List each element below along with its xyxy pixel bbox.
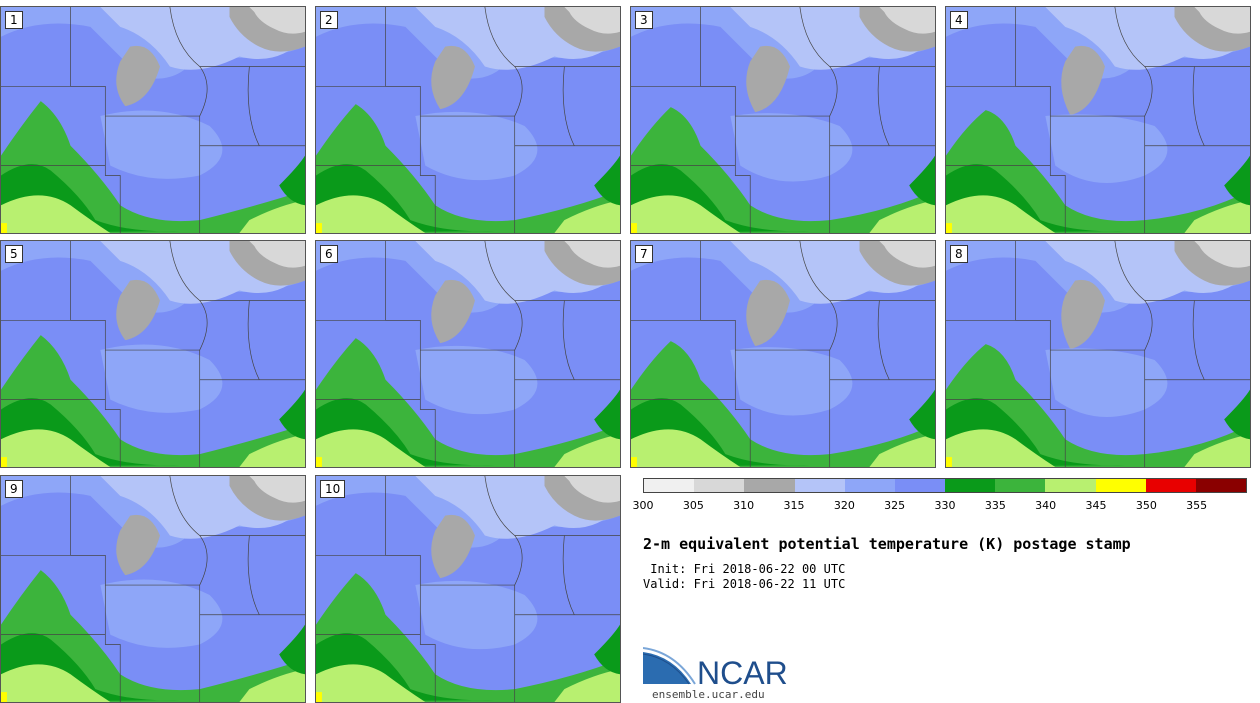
map-panel-6: 6	[315, 240, 621, 468]
theta-e-map	[946, 7, 1250, 233]
colorbar-swatch-1	[694, 479, 745, 492]
map-panel-3: 3	[630, 6, 936, 234]
member-number: 1	[5, 11, 23, 29]
map-panel-7: 7	[630, 240, 936, 468]
colorbar-swatch-3	[794, 479, 845, 492]
colorbar-tick-label: 315	[783, 499, 805, 512]
member-number: 3	[635, 11, 653, 29]
colorbar-ticks: 300 305 310 315 320 325 330 335 340 345 350 355	[633, 499, 1247, 513]
colorbar-swatch-8	[1045, 479, 1096, 492]
map-panel-9: 9	[0, 475, 306, 703]
member-number: 4	[950, 11, 968, 29]
member-number: 7	[635, 245, 653, 263]
time-info: Init: Fri 2018-06-22 00 UTC Valid: Fri 2…	[643, 562, 845, 592]
colorbar-swatch-10	[1145, 479, 1196, 492]
colorbar-tick-label: 300	[632, 499, 654, 512]
map-panel-5: 5	[0, 240, 306, 468]
colorbar	[643, 478, 1247, 493]
member-number: 8	[950, 245, 968, 263]
member-number: 6	[320, 245, 338, 263]
colorbar-tick-label: 350	[1135, 499, 1157, 512]
colorbar-swatch-0	[644, 479, 695, 492]
colorbar-swatch-2	[744, 479, 795, 492]
colorbar-tick-label: 335	[984, 499, 1006, 512]
map-panel-10: 10	[315, 475, 621, 703]
theta-e-map	[631, 241, 935, 467]
colorbar-swatch-9	[1095, 479, 1146, 492]
member-number: 2	[320, 11, 338, 29]
colorbar-tick-label: 345	[1085, 499, 1107, 512]
theta-e-map	[1, 7, 305, 233]
theta-e-map	[316, 7, 620, 233]
colorbar-swatch-4	[844, 479, 895, 492]
colorbar-tick-label: 325	[884, 499, 906, 512]
theta-e-map	[1, 476, 305, 702]
init-line: Init: Fri 2018-06-22 00 UTC	[643, 562, 846, 576]
theta-e-map	[631, 7, 935, 233]
member-number: 5	[5, 245, 23, 263]
colorbar-swatch-5	[894, 479, 946, 492]
theta-e-map	[316, 241, 620, 467]
theta-e-map	[1, 241, 305, 467]
map-panel-8: 8	[945, 240, 1251, 468]
colorbar-tick-label: 355	[1186, 499, 1208, 512]
theta-e-map	[316, 476, 620, 702]
theta-e-map	[946, 241, 1250, 467]
colorbar-tick-label: 340	[1035, 499, 1057, 512]
colorbar-swatch-6	[945, 479, 996, 492]
valid-line: Valid: Fri 2018-06-22 11 UTC	[643, 577, 846, 591]
member-number: 9	[5, 480, 23, 498]
page-title: 2-m equivalent potential temperature (K)…	[643, 535, 1131, 553]
ncar-logo: NCAR	[642, 646, 793, 692]
colorbar-tick-label: 305	[682, 499, 704, 512]
colorbar-tick-label: 320	[833, 499, 855, 512]
svg-text:NCAR: NCAR	[697, 655, 788, 688]
colorbar-swatch-7	[995, 479, 1046, 492]
colorbar-swatch-11	[1195, 479, 1247, 492]
ensemble-url: ensemble.ucar.edu	[652, 688, 765, 701]
map-panel-1: 1	[0, 6, 306, 234]
colorbar-tick-label: 330	[934, 499, 956, 512]
member-number: 10	[320, 480, 346, 498]
map-panel-4: 4	[945, 6, 1251, 234]
map-panel-2: 2	[315, 6, 621, 234]
colorbar-tick-label: 310	[733, 499, 755, 512]
